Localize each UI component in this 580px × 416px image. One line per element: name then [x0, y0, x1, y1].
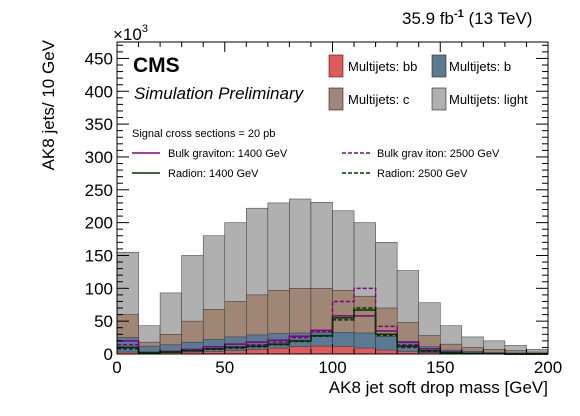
- y-tick-label-1: 50: [94, 312, 113, 331]
- legend-swatch-c: [328, 87, 344, 111]
- y-tick-label-9: 450: [85, 49, 113, 68]
- y-tick-label-6: 300: [85, 148, 113, 167]
- legend-label-radion-1400: Radion: 1400 GeV: [168, 168, 259, 180]
- y-tick-label-3: 150: [85, 246, 113, 265]
- lumi-label: 35.9 fb-1 (13 TeV): [402, 8, 532, 28]
- cms-label: CMS: [133, 54, 180, 77]
- y-tick-label-8: 400: [85, 82, 113, 101]
- simulation-label: Simulation Preliminary: [134, 84, 305, 103]
- legend-swatch-light: [431, 87, 447, 111]
- y-tick-label-2: 100: [85, 279, 113, 298]
- legend-label-light: Multijets: light: [449, 92, 528, 107]
- y-tick-label-4: 200: [85, 214, 113, 233]
- y-tick-label-5: 250: [85, 181, 113, 200]
- legend-label-bb: Multijets: bb: [348, 59, 417, 74]
- bar-bb-9: [310, 345, 333, 355]
- bar-bb-12: [375, 349, 398, 355]
- bar-bb-8: [289, 346, 312, 355]
- x-tick-label-4: 200: [534, 358, 562, 377]
- legend-swatch-bb: [328, 54, 344, 78]
- x-tick-label-3: 150: [426, 358, 454, 377]
- signals-header: Signal cross sections = 20 pb: [132, 128, 275, 140]
- axis-ticks: 0 50 100 150 200 0 50 100 150 200 250 300 350 400 450: [85, 42, 562, 377]
- x-tick-label-0: 0: [112, 358, 121, 377]
- bar-bb-11: [353, 347, 376, 355]
- bar-bb-7: [267, 347, 290, 355]
- y-tick-label-0: 0: [104, 345, 113, 364]
- legend-signals: Signal cross sections = 20 pb Bulk gravi…: [132, 128, 500, 180]
- histogram-bars: [116, 198, 549, 355]
- legend-backgrounds: Multijets: bb Multijets: b Multijets: c …: [328, 54, 528, 111]
- legend-label-radion-2500: Radion: 2500 GeV: [377, 168, 468, 180]
- x-axis-label: AK8 jet soft drop mass [GeV]: [329, 378, 548, 397]
- y-tick-label-7: 350: [85, 115, 113, 134]
- legend-label-c: Multijets: c: [348, 92, 410, 107]
- y-axis-label: AK8 jets/ 10 GeV: [39, 39, 58, 170]
- bar-b-0: [116, 337, 139, 355]
- x-tick-label-1: 50: [215, 358, 234, 377]
- legend-swatch-b: [431, 54, 447, 78]
- legend-label-b: Multijets: b: [449, 59, 511, 74]
- x-tick-label-2: 100: [318, 358, 346, 377]
- legend-label-graviton-1400: Bulk graviton: 1400 GeV: [168, 148, 288, 160]
- bar-bb-10: [332, 346, 355, 355]
- legend-label-graviton-2500: Bulk grav iton: 2500 GeV: [377, 148, 500, 160]
- bar-bb-6: [246, 349, 269, 355]
- y-multiplier: ×103: [113, 23, 148, 44]
